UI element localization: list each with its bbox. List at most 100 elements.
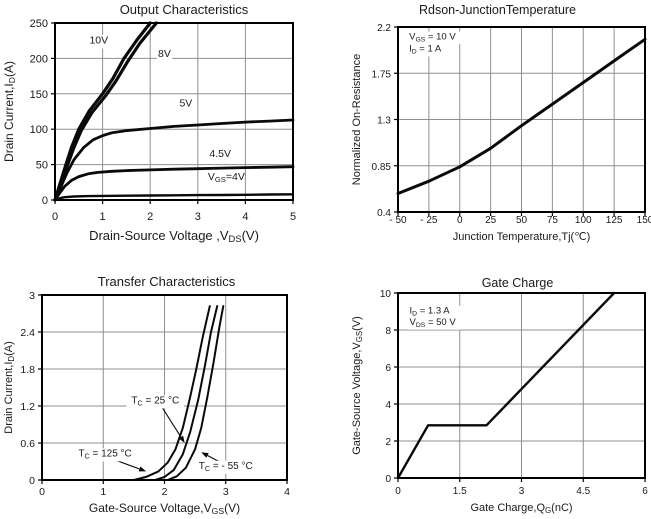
annotation-label-bg bbox=[178, 97, 194, 112]
annotation-label: ID = 1 A bbox=[409, 44, 442, 56]
annotation-label: 10V bbox=[89, 35, 108, 47]
curve-VGS=4.5V bbox=[53, 165, 295, 202]
y-axis-label: Drain Current,ID(A) bbox=[2, 61, 17, 162]
x-tick-label: 3 bbox=[195, 211, 201, 223]
annotation-label-bg bbox=[73, 448, 137, 462]
x-tick-label: 100 bbox=[575, 215, 592, 226]
annotation-arrow-head bbox=[201, 452, 209, 458]
chart-gate-charge: ID = 1.3 A VDS = 50 V 0 1.5 3 4.5 6 0 2 4 6 8 10 Gate… bbox=[330, 260, 651, 519]
x-tick-label: 0 bbox=[395, 486, 401, 497]
curve-TC=125C bbox=[132, 305, 211, 481]
x-tick-label: 125 bbox=[606, 215, 623, 226]
y-tick-label: 2.2 bbox=[377, 23, 391, 34]
x-tick-label: 0 bbox=[457, 215, 463, 226]
annotation-label-bg bbox=[88, 34, 110, 49]
chart-title: Gate Charge bbox=[482, 276, 554, 290]
y-tick-label: 2 bbox=[385, 437, 391, 448]
x-tick-label: 4.5 bbox=[576, 486, 590, 497]
chart-title: Rdson-JunctionTemperature bbox=[419, 3, 576, 17]
x-tick-label: 0 bbox=[52, 211, 58, 223]
x-tick-label: 3 bbox=[519, 486, 525, 497]
chart-output-characteristics: 10V 8V 5V 4.5V VGS=4V 0 1 2 3 4 5 0 50 100 150 200 250 Ou… bbox=[0, 0, 330, 260]
x-tick-label: 25 bbox=[485, 215, 497, 226]
chart-title: Transfer Characteristics bbox=[98, 274, 236, 289]
y-tick-label: 50 bbox=[36, 160, 48, 172]
annotation-label-bg bbox=[407, 43, 452, 57]
y-axis-label: Normalized On-Resistance bbox=[351, 54, 363, 185]
chart-canvas-transfer: TC = 25 °C TC = 125 °C TC = - 55 °C 0 1 2 3 4 0 0… bbox=[3, 274, 290, 516]
annotation-label-bg bbox=[156, 48, 173, 62]
plot-border bbox=[54, 22, 294, 201]
annotation-label-bg bbox=[208, 171, 245, 186]
curve-normalized-on-resistance bbox=[396, 37, 647, 195]
chart-transfer-characteristics: TC = 25 °C TC = 125 °C TC = - 55 °C 0 1 2 3 4 0 0… bbox=[0, 260, 330, 519]
x-tick-label: - 50 bbox=[389, 215, 407, 226]
y-tick-label: 4 bbox=[385, 400, 391, 411]
annotation-label: TC = 25 °C bbox=[131, 396, 179, 408]
annotation-arrow-head bbox=[178, 435, 185, 443]
curve-VGS=5V bbox=[53, 118, 295, 202]
y-tick-label: 10 bbox=[380, 289, 392, 300]
x-tick-label: 4 bbox=[284, 486, 290, 498]
x-axis-label: Gate-Source Voltage,VGS(V) bbox=[89, 501, 240, 516]
annotation-label-bg bbox=[407, 317, 461, 330]
x-tick-label: 1 bbox=[100, 486, 106, 498]
y-tick-label: 0.85 bbox=[372, 162, 392, 173]
curve-TC=25C bbox=[154, 305, 219, 481]
x-tick-label: 1.5 bbox=[453, 486, 467, 497]
annotation-label: ID = 1.3 A bbox=[410, 306, 451, 318]
x-tick-label: 2 bbox=[162, 486, 168, 498]
chart-title: Output Characteristics bbox=[120, 2, 249, 17]
y-tick-label: 0 bbox=[29, 475, 35, 487]
x-tick-label: 75 bbox=[547, 215, 559, 226]
y-tick-label: 150 bbox=[30, 89, 48, 101]
annotation-arrow-head bbox=[138, 466, 147, 472]
y-tick-label: 200 bbox=[30, 53, 48, 65]
annotation-label-bg bbox=[407, 31, 461, 45]
annotation-label: 4.5V bbox=[209, 148, 231, 160]
y-axis-label: Drain Current,ID(A) bbox=[3, 341, 16, 434]
x-tick-label: 50 bbox=[516, 215, 528, 226]
curve-VGS=8V bbox=[53, 21, 158, 202]
y-tick-label: 1.75 bbox=[372, 69, 392, 80]
x-tick-label: 3 bbox=[223, 486, 229, 498]
annotation-arrow-line bbox=[161, 406, 182, 438]
annotation-label: 8V bbox=[158, 48, 171, 60]
curve-TC=-55C bbox=[166, 305, 225, 481]
y-tick-label: 100 bbox=[30, 124, 48, 136]
x-tick-label: 4 bbox=[242, 211, 248, 223]
curve-VGS=4V bbox=[53, 193, 295, 202]
x-tick-label: 1 bbox=[100, 211, 106, 223]
chart-canvas-rdson: VGS = 10 VID = 1 A - 50 - 25 0 25 50 75 100 125 1… bbox=[351, 3, 651, 243]
annotation-label: VGS=4V bbox=[208, 171, 245, 184]
annotation-label: VDS = 50 V bbox=[410, 317, 457, 329]
annotation-label-bg bbox=[191, 460, 260, 474]
annotation-label: TC = 125 °C bbox=[78, 449, 131, 461]
y-tick-label: 3 bbox=[29, 290, 35, 302]
annotation-label: VGS = 10 V bbox=[409, 31, 456, 43]
x-tick-label: - 25 bbox=[420, 215, 438, 226]
x-tick-label: 6 bbox=[642, 486, 648, 497]
x-axis-label: Junction Temperature,Tj(℃) bbox=[453, 231, 590, 243]
y-tick-label: 0.4 bbox=[377, 208, 391, 219]
y-tick-label: 6 bbox=[385, 363, 391, 374]
y-axis-label: Gate-Source Voltage,VGS(V) bbox=[351, 316, 364, 455]
y-tick-label: 0 bbox=[42, 195, 48, 207]
x-tick-label: 150 bbox=[637, 215, 651, 226]
y-tick-label: 1.2 bbox=[20, 401, 35, 413]
x-axis-label: Drain-Source Voltage ,VDS(V) bbox=[89, 228, 259, 244]
annotation-label: 5V bbox=[179, 98, 192, 110]
annotation-label-bg bbox=[126, 395, 185, 409]
y-tick-label: 0.6 bbox=[20, 438, 35, 450]
y-tick-label: 2.4 bbox=[20, 327, 35, 339]
chart-rdson-junction-temperature: VGS = 10 V ID = 1 A - 50 - 25 0 25 50 75 100 125 1… bbox=[330, 0, 651, 260]
y-tick-label: 8 bbox=[385, 326, 391, 337]
x-tick-label: 2 bbox=[147, 211, 153, 223]
annotation-label-bg bbox=[407, 305, 463, 319]
y-tick-label: 1.8 bbox=[20, 364, 35, 376]
x-tick-label: 5 bbox=[290, 211, 296, 223]
x-axis-label: Gate Charge,QG(nC) bbox=[470, 502, 572, 515]
